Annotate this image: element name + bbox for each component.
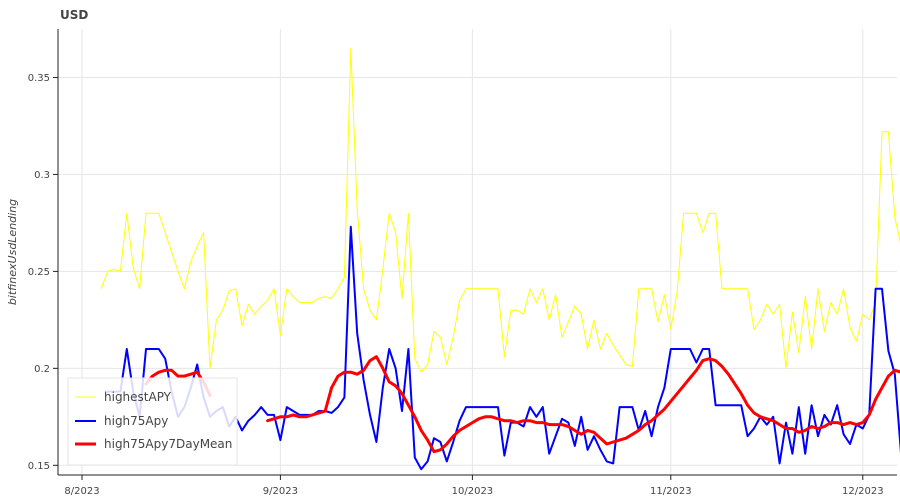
y-axis-ticks: 0.15 0.2 0.25 0.3 0.35 <box>28 73 58 472</box>
axes <box>57 29 897 476</box>
x-tick-label: 12/2023 <box>842 486 884 497</box>
series-line-high-75apy <box>106 225 900 471</box>
y-tick-label: 0.25 <box>28 267 50 278</box>
chart-title: USD <box>60 8 88 22</box>
legend-label-highest-apy: highestAPY <box>104 390 172 404</box>
series-line-high-75apy-7day-mean <box>144 368 212 397</box>
series-line-high-75apy-7day-mean <box>266 355 900 454</box>
x-tick-label: 8/2023 <box>64 486 99 497</box>
x-tick-label: 11/2023 <box>650 486 692 497</box>
y-tick-label: 0.2 <box>34 364 50 375</box>
legend: highestAPY high75Apy high75Apy7DayMean <box>67 377 238 466</box>
legend-label-high75-apy-7day-mean: high75Apy7DayMean <box>104 437 232 451</box>
y-tick-label: 0.15 <box>28 461 50 472</box>
y-tick-label: 0.3 <box>34 170 50 181</box>
x-axis-ticks: 8/2023 9/2023 10/2023 11/2023 12/2023 <box>64 475 884 497</box>
x-tick-label: 10/2023 <box>452 486 494 497</box>
series-lines <box>100 47 900 471</box>
y-axis-label: bitfinexUsdLending <box>6 199 19 305</box>
x-tick-label: 9/2023 <box>263 486 298 497</box>
legend-label-high75-apy: high75Apy <box>104 414 168 428</box>
y-tick-label: 0.35 <box>28 73 50 84</box>
legend-box <box>67 377 238 466</box>
series-line-highest-apy <box>100 47 900 373</box>
